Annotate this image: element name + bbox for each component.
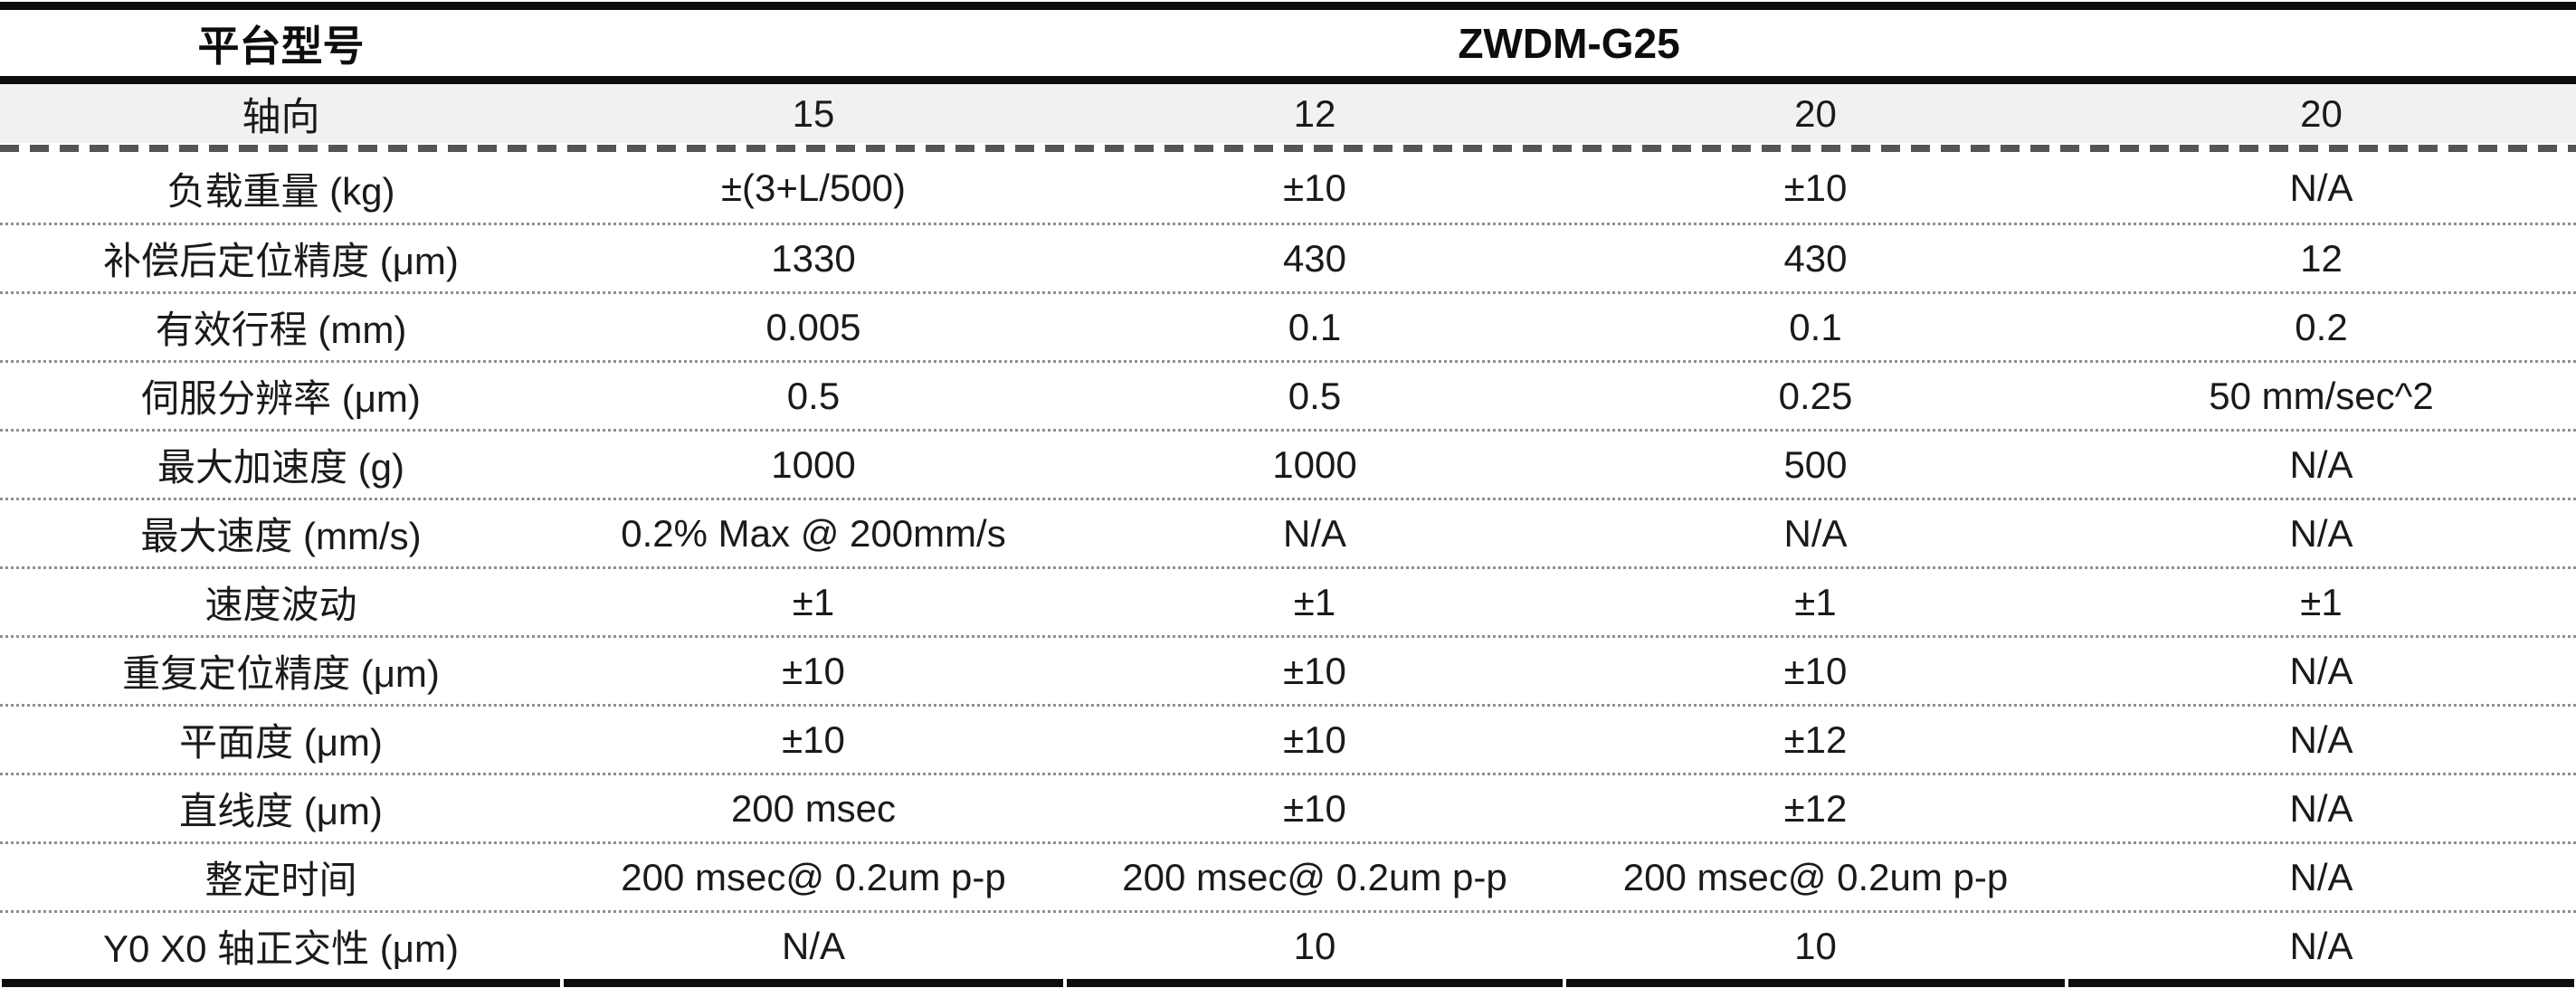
table-row: 负载重量 (kg) ±(3+L/500) ±10 ±10 N/A bbox=[0, 154, 2576, 223]
table-row: 补偿后定位精度 (μm) 1330 430 430 12 bbox=[0, 223, 2576, 291]
value-cell: N/A bbox=[2289, 924, 2353, 967]
bottom-border-segment bbox=[2, 979, 560, 987]
row-label: 最大速度 (mm/s) bbox=[140, 515, 422, 557]
row-label: 伺服分辨率 (μm) bbox=[141, 377, 421, 420]
value-cell: ±12 bbox=[1783, 717, 1848, 761]
axis-value: 12 bbox=[1293, 91, 1336, 135]
value-cell: 1000 bbox=[1272, 442, 1357, 486]
table-row: 有效行程 (mm) 0.005 0.1 0.1 0.2 bbox=[0, 291, 2576, 360]
value-cell: 200 msec@ 0.2um p-p bbox=[1122, 855, 1507, 898]
table-row: 伺服分辨率 (μm) 0.5 0.5 0.25 50 mm/sec^2 bbox=[0, 360, 2576, 429]
value-cell: ±(3+L/500) bbox=[720, 166, 906, 209]
value-cell: N/A bbox=[2289, 166, 2353, 209]
row-label: 负载重量 (kg) bbox=[166, 169, 395, 213]
value-cell: 430 bbox=[1282, 236, 1347, 280]
value-cell: N/A bbox=[2289, 717, 2353, 761]
value-cell: 500 bbox=[1783, 442, 1848, 486]
value-cell: 200 msec@ 0.2um p-p bbox=[1622, 855, 2009, 898]
value-cell: ±1 bbox=[2300, 580, 2343, 623]
value-cell: ±10 bbox=[782, 649, 845, 692]
model-header-row: 平台型号 ZWDM-G25 bbox=[0, 10, 2576, 76]
value-cell: 200 msec bbox=[730, 786, 897, 830]
value-cell: N/A bbox=[2289, 442, 2353, 486]
value-cell: ±1 bbox=[1794, 580, 1837, 623]
bottom-border-segment bbox=[2068, 979, 2574, 987]
dashed-divider-line bbox=[0, 145, 2576, 152]
table-row: 速度波动 ±1 ±1 ±1 ±1 bbox=[0, 566, 2576, 635]
value-cell: 0.25 bbox=[1778, 374, 1853, 417]
value-cell: 0.1 bbox=[1288, 305, 1342, 348]
value-cell: N/A bbox=[2289, 855, 2353, 898]
table-row: Y0 X0 轴正交性 (μm) N/A 10 10 N/A bbox=[0, 910, 2576, 979]
axis-header-row: 轴向 15 12 20 20 bbox=[0, 84, 2576, 143]
row-label: 补偿后定位精度 (μm) bbox=[103, 240, 459, 282]
bottom-border-segment bbox=[564, 979, 1063, 987]
value-cell: ±1 bbox=[1293, 580, 1336, 623]
row-label: 重复定位精度 (μm) bbox=[122, 652, 440, 695]
row-label: 有效行程 (mm) bbox=[155, 309, 407, 351]
value-cell: 12 bbox=[2300, 236, 2343, 280]
value-cell: 0.005 bbox=[765, 305, 861, 348]
row-label: 平面度 (μm) bbox=[179, 721, 383, 764]
value-cell: N/A bbox=[1282, 511, 1346, 555]
axis-value: 15 bbox=[792, 91, 835, 135]
bottom-border-segment bbox=[1566, 979, 2065, 987]
value-cell: ±10 bbox=[1283, 717, 1346, 761]
value-cell: N/A bbox=[2289, 786, 2353, 830]
row-label: 直线度 (μm) bbox=[179, 790, 383, 832]
value-cell: 10 bbox=[1794, 924, 1837, 967]
value-cell: N/A bbox=[2289, 649, 2353, 692]
value-cell: 0.5 bbox=[786, 374, 841, 417]
value-cell: 1330 bbox=[771, 236, 856, 280]
value-cell: 0.2 bbox=[2295, 305, 2348, 348]
model-number: ZWDM-G25 bbox=[1458, 19, 1680, 67]
value-cell: ±10 bbox=[1283, 786, 1346, 830]
model-header-label: 平台型号 bbox=[197, 22, 365, 70]
value-cell: ±10 bbox=[1783, 649, 1848, 692]
table-row: 重复定位精度 (μm) ±10 ±10 ±10 N/A bbox=[0, 635, 2576, 704]
value-cell: N/A bbox=[2289, 511, 2353, 555]
value-cell: N/A bbox=[781, 924, 845, 967]
row-label: Y0 X0 轴正交性 (μm) bbox=[103, 927, 459, 970]
value-cell: 10 bbox=[1293, 924, 1336, 967]
table-row: 直线度 (μm) 200 msec ±10 ±12 N/A bbox=[0, 773, 2576, 841]
value-cell: 430 bbox=[1783, 236, 1848, 280]
value-cell: ±12 bbox=[1783, 786, 1848, 830]
value-cell: ±10 bbox=[1783, 166, 1848, 209]
row-label: 最大加速度 (g) bbox=[157, 446, 404, 489]
axis-value: 20 bbox=[1794, 91, 1837, 135]
table-top-border bbox=[0, 2, 2576, 10]
value-cell: ±1 bbox=[792, 580, 835, 623]
value-cell: 0.5 bbox=[1288, 374, 1342, 417]
table-bottom-border bbox=[0, 979, 2576, 987]
value-cell: ±10 bbox=[1283, 649, 1346, 692]
row-label: 轴向 bbox=[242, 95, 320, 139]
bottom-border-segment bbox=[1067, 979, 1563, 987]
value-cell: 50 mm/sec^2 bbox=[2209, 374, 2434, 417]
value-cell: 0.2% Max @ 200mm/s bbox=[621, 511, 1006, 555]
value-cell: 200 msec@ 0.2um p-p bbox=[621, 855, 1006, 898]
table-row: 整定时间 200 msec@ 0.2um p-p 200 msec@ 0.2um… bbox=[0, 841, 2576, 910]
table-row: 平面度 (μm) ±10 ±10 ±12 N/A bbox=[0, 704, 2576, 773]
value-cell: ±10 bbox=[782, 717, 845, 761]
table-row: 最大加速度 (g) 1000 1000 500 N/A bbox=[0, 429, 2576, 498]
row-label: 整定时间 bbox=[204, 859, 357, 901]
header-divider-line bbox=[0, 76, 2576, 84]
value-cell: 1000 bbox=[771, 442, 856, 486]
table-row: 最大速度 (mm/s) 0.2% Max @ 200mm/s N/A N/A N… bbox=[0, 498, 2576, 566]
value-cell: ±10 bbox=[1283, 166, 1346, 209]
axis-value: 20 bbox=[2300, 91, 2343, 135]
value-cell: 0.1 bbox=[1789, 305, 1842, 348]
row-label: 速度波动 bbox=[204, 584, 357, 626]
value-cell: N/A bbox=[1783, 511, 1848, 555]
